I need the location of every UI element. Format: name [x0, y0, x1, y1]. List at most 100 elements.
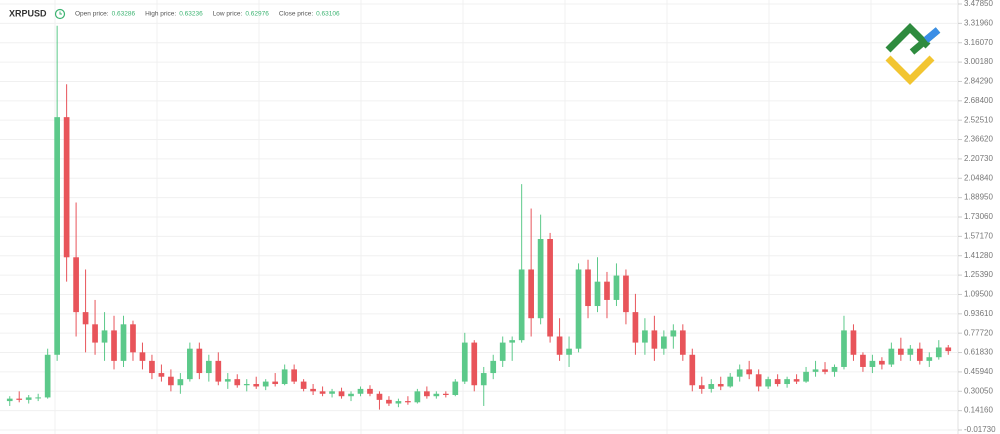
- y-tick-label: -0.01730: [964, 425, 996, 434]
- info-label: High price:: [145, 11, 176, 18]
- candle-body: [480, 373, 487, 386]
- candle-body: [367, 388, 373, 394]
- candle-body: [54, 117, 60, 355]
- candle-body: [196, 348, 203, 374]
- y-tick-label: 2.84290: [964, 77, 993, 86]
- y-tick-label: 1.73060: [964, 212, 993, 221]
- y-tick-label: 0.77720: [964, 328, 993, 337]
- info-value: 0.62976: [245, 11, 269, 18]
- candle-body: [784, 379, 790, 385]
- candle-body: [575, 269, 582, 349]
- grid: [0, 0, 959, 434]
- candle-body: [281, 369, 288, 385]
- info-label: Open price:: [75, 11, 109, 18]
- candle-body: [215, 360, 222, 382]
- y-tick-label: 1.41280: [964, 251, 993, 260]
- candle-body: [898, 348, 904, 355]
- candle-body: [291, 369, 297, 382]
- y-tick-label: 3.00180: [964, 57, 993, 66]
- candle-body: [812, 369, 819, 372]
- y-tick-label: 1.25390: [964, 270, 993, 279]
- candle-body: [613, 275, 620, 300]
- candle-body: [746, 369, 753, 375]
- candle-body: [888, 348, 895, 365]
- candle-body: [860, 354, 866, 367]
- candle-body: [319, 391, 326, 394]
- y-tick-label: 0.30050: [964, 386, 993, 395]
- candle-body: [585, 269, 591, 307]
- candle-body: [433, 393, 440, 397]
- candle-body: [205, 360, 212, 374]
- candle-body: [661, 336, 667, 349]
- candle-body: [926, 357, 933, 361]
- candle-body: [25, 397, 32, 400]
- candle-body: [158, 373, 165, 377]
- candle-body: [518, 269, 525, 341]
- candle-body: [224, 379, 231, 382]
- y-tick-label: 3.47850: [964, 0, 993, 8]
- candle-body: [803, 371, 809, 382]
- y-tick-label: 1.88950: [964, 193, 993, 202]
- y-tick-label: 2.36620: [964, 135, 993, 144]
- candle-body: [376, 393, 383, 400]
- candle-body: [101, 330, 108, 343]
- candle-body: [916, 348, 923, 361]
- clock-icon: [54, 8, 66, 20]
- candle-body: [82, 312, 89, 325]
- y-tick-label: 2.68400: [964, 96, 993, 105]
- logo: [885, 23, 941, 85]
- y-tick-label: 3.16070: [964, 38, 993, 47]
- candle-body: [262, 381, 269, 387]
- candle-body: [177, 379, 184, 386]
- candle-body: [566, 348, 572, 355]
- candle-body: [556, 336, 563, 355]
- candle-body: [594, 281, 601, 307]
- info-value: 0.63106: [316, 11, 340, 18]
- candle-body: [63, 117, 70, 258]
- candle-body: [272, 381, 279, 385]
- candle-body: [414, 391, 421, 403]
- candle-body: [386, 399, 392, 404]
- candle-body: [73, 257, 79, 313]
- chart-title: XRPUSD: [9, 8, 47, 18]
- y-tick-label: 0.14160: [964, 406, 993, 415]
- candle-body: [907, 348, 914, 355]
- candle-body: [92, 324, 98, 343]
- candle-body: [822, 369, 828, 372]
- candle-body: [879, 360, 885, 365]
- candle-body: [528, 269, 534, 319]
- candle-body: [405, 401, 411, 403]
- candle-body: [461, 342, 468, 382]
- candle-body: [35, 397, 42, 399]
- candle-body: [689, 354, 696, 386]
- candle-body: [604, 281, 610, 300]
- candle-body: [442, 393, 449, 395]
- y-tick-label: 2.04840: [964, 173, 993, 182]
- candle-body: [642, 330, 648, 343]
- candle-body: [869, 360, 876, 367]
- candle-body: [130, 324, 136, 353]
- y-tick-label: 2.20730: [964, 154, 993, 163]
- candle-body: [139, 352, 146, 361]
- candle-body: [850, 330, 857, 355]
- candle-body: [44, 354, 51, 398]
- info-label: Low price:: [213, 11, 243, 18]
- candle-body: [679, 330, 686, 355]
- candle-body: [509, 340, 516, 343]
- candle-body: [727, 376, 734, 387]
- candle-body: [537, 239, 544, 319]
- y-tick-label: 3.31960: [964, 18, 993, 27]
- info-value: 0.63286: [112, 11, 136, 18]
- candle-body: [120, 324, 127, 361]
- y-tick-label: 2.52510: [964, 115, 993, 124]
- candle-body: [111, 330, 117, 361]
- candle-body: [168, 376, 174, 386]
- candle-body: [452, 381, 459, 395]
- candle-body: [471, 342, 478, 386]
- candle-body: [935, 347, 942, 358]
- y-tick-label: 1.57170: [964, 231, 993, 240]
- candle-body: [187, 348, 193, 380]
- info-label: Close price:: [279, 11, 314, 18]
